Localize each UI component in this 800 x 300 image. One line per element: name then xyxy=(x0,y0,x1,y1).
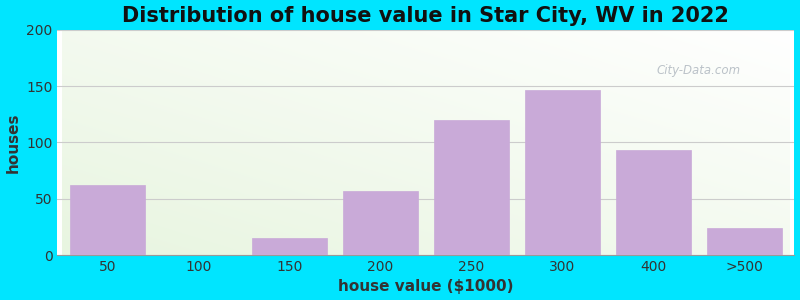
Bar xyxy=(70,185,145,255)
Title: Distribution of house value in Star City, WV in 2022: Distribution of house value in Star City… xyxy=(122,6,730,26)
Bar xyxy=(252,238,326,255)
X-axis label: house value ($1000): house value ($1000) xyxy=(338,279,514,294)
Bar xyxy=(434,120,509,255)
Bar xyxy=(616,150,690,255)
Y-axis label: houses: houses xyxy=(6,112,21,173)
Text: City-Data.com: City-Data.com xyxy=(657,64,741,77)
Bar xyxy=(707,228,782,255)
Bar xyxy=(343,191,418,255)
Bar xyxy=(525,90,600,255)
